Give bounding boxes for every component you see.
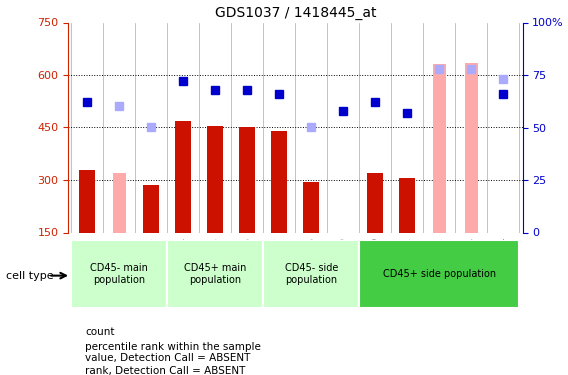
FancyBboxPatch shape [360,240,519,308]
FancyBboxPatch shape [72,240,168,308]
Bar [113,173,126,232]
Bar [465,63,478,232]
FancyBboxPatch shape [168,240,264,308]
Bar [433,64,446,232]
Bar [207,126,223,232]
Text: CD45- side
population: CD45- side population [285,263,338,285]
Bar [143,185,160,232]
Bar [367,173,383,232]
Bar [272,131,287,232]
Text: percentile rank within the sample: percentile rank within the sample [85,342,261,352]
Text: CD45- main
population: CD45- main population [90,263,148,285]
Bar [399,178,415,232]
Bar [239,128,256,232]
Text: CD45+ main
population: CD45+ main population [184,263,247,285]
FancyBboxPatch shape [264,240,360,308]
Text: CD45+ side population: CD45+ side population [383,269,496,279]
Text: cell type: cell type [6,271,53,280]
Text: value, Detection Call = ABSENT: value, Detection Call = ABSENT [85,353,250,363]
Text: count: count [85,327,115,337]
Bar [303,182,319,232]
Bar [80,170,95,232]
Title: GDS1037 / 1418445_at: GDS1037 / 1418445_at [215,6,376,20]
Text: rank, Detection Call = ABSENT: rank, Detection Call = ABSENT [85,366,245,375]
Bar [176,121,191,232]
